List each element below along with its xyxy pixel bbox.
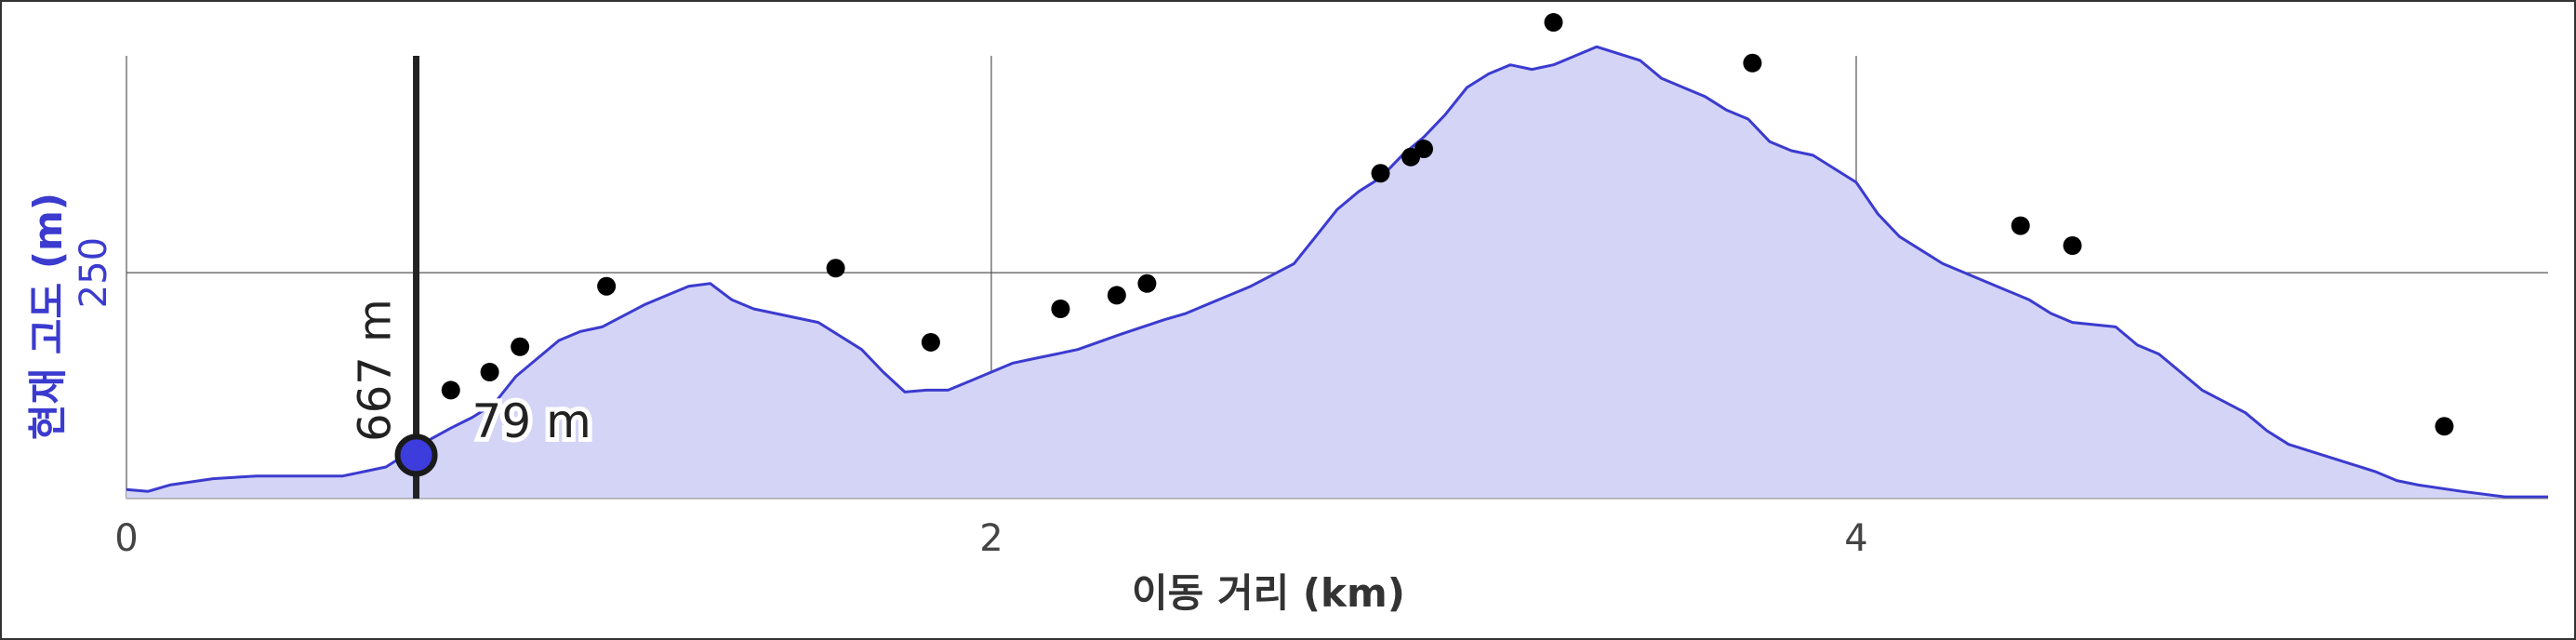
- data-point: [921, 332, 940, 352]
- data-point: [511, 337, 530, 356]
- data-point: [2063, 236, 2082, 255]
- data-point: [1743, 53, 1762, 73]
- data-point: [2011, 216, 2030, 235]
- y-axis-label: 현재 고도 (m): [25, 193, 71, 440]
- x-tick-label: 0: [114, 517, 138, 560]
- cursor-elevation-label: 79 m: [472, 394, 591, 448]
- data-point: [597, 276, 617, 296]
- data-point: [1371, 164, 1390, 183]
- data-point: [1414, 140, 1433, 159]
- elevation-line: [126, 45, 2548, 499]
- y-tick-label: 250: [73, 237, 115, 308]
- x-axis-label: 이동 거리 (km): [1132, 570, 1405, 616]
- data-point: [826, 259, 845, 278]
- cursor-marker[interactable]: [394, 433, 438, 477]
- x-tick-label: 4: [1844, 517, 1867, 560]
- data-point: [1051, 300, 1070, 318]
- scatter-points: [441, 13, 2454, 436]
- tick-labels: 0 2 4 250: [73, 237, 1868, 560]
- x-tick-label: 2: [979, 517, 1003, 560]
- data-point: [480, 363, 499, 381]
- data-point: [441, 380, 460, 400]
- elevation-area: [126, 47, 2548, 500]
- cursor-distance-label: 667 m: [350, 299, 402, 442]
- data-point: [1544, 13, 1563, 33]
- data-point: [1107, 286, 1126, 305]
- data-point: [2435, 417, 2454, 436]
- data-point: [1137, 273, 1157, 293]
